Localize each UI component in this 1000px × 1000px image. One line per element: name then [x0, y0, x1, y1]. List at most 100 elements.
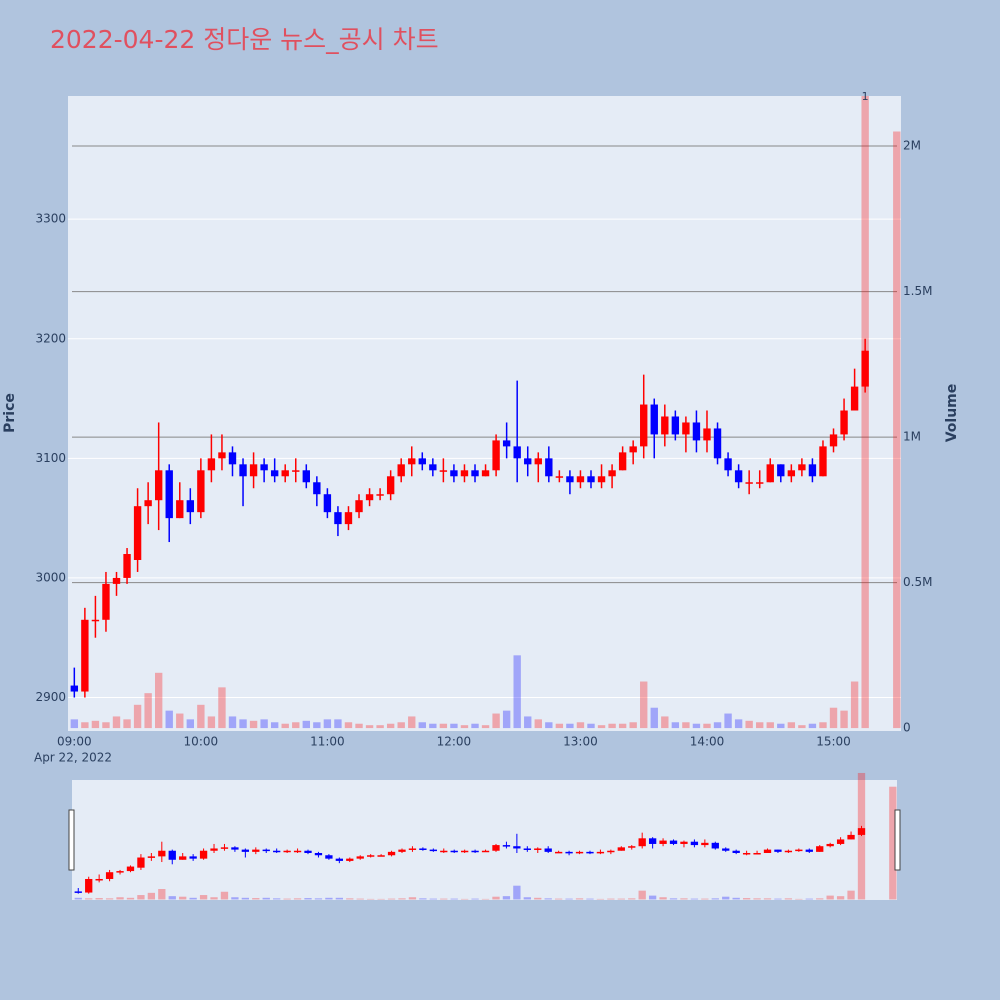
volume-bar — [829, 707, 838, 729]
mini-volume-bar — [669, 898, 678, 900]
mini-volume-bar — [314, 898, 323, 900]
mini-volume-bar — [95, 898, 103, 900]
volume-bar — [260, 719, 268, 729]
mini-candle-body — [85, 878, 93, 893]
mini-volume-bar — [816, 898, 824, 900]
mini-volume-bar — [481, 898, 490, 900]
mini-volume-bar — [429, 898, 437, 900]
mini-candle-body — [273, 850, 281, 853]
mini-volume-bar — [398, 898, 406, 900]
volume-bar — [344, 722, 353, 729]
candle-body — [418, 458, 426, 465]
volume-bar — [154, 672, 163, 729]
mini-candle-body — [262, 849, 270, 852]
mini-candle-body — [126, 866, 135, 872]
candle-body — [355, 500, 363, 513]
candle-body — [81, 619, 89, 692]
mini-candle-body — [742, 852, 751, 855]
candle-body — [365, 494, 374, 501]
x-date-label: Apr 22, 2022 — [34, 751, 112, 765]
mini-candle-body — [231, 847, 239, 850]
mini-candle-body — [607, 850, 615, 853]
mini-candle-body — [732, 850, 740, 853]
volume-bar — [70, 719, 79, 729]
candle-body — [513, 446, 521, 459]
mini-candle-body — [252, 849, 260, 852]
x-tick-label: 10:00 — [184, 735, 219, 749]
volume-bar — [197, 704, 205, 729]
mini-candle-body — [805, 849, 813, 852]
mini-candle-body — [283, 850, 291, 853]
volume-bar — [703, 723, 711, 729]
mini-volume-bar — [105, 898, 114, 900]
y-tick-label: 2900 — [35, 690, 66, 704]
mini-volume-bar — [575, 898, 584, 900]
mini-candle-body — [450, 850, 458, 853]
candle-body — [176, 500, 184, 519]
mini-candle-body — [314, 852, 323, 856]
candle-body — [197, 470, 205, 513]
volume-bar — [618, 723, 627, 729]
candle-body — [555, 476, 564, 478]
candle-body — [713, 428, 722, 459]
mini-volume-bar — [283, 898, 291, 900]
volume-bar — [418, 722, 426, 729]
mini-volume-bar — [440, 898, 448, 900]
mini-volume-bar — [126, 897, 135, 900]
candle-body — [218, 452, 226, 459]
mini-volume-bar — [461, 898, 469, 900]
mini-candle-body — [847, 834, 855, 840]
mini-volume-bar — [554, 898, 563, 900]
y-tick-label: 3100 — [35, 451, 66, 465]
mini-candle-body — [105, 872, 114, 879]
range-slider[interactable] — [72, 780, 897, 900]
volume-bar — [302, 720, 310, 729]
candle-body — [408, 458, 416, 465]
mini-volume-bar — [722, 896, 730, 900]
candle-body — [650, 404, 658, 435]
candle-body — [640, 404, 648, 447]
mini-volume-bar — [523, 897, 531, 900]
mini-volume-bar — [607, 898, 615, 900]
mini-volume-bar — [784, 898, 793, 900]
volume-bar — [587, 723, 595, 729]
candle-body — [576, 476, 585, 483]
candle-body — [91, 619, 100, 622]
mini-candle-body — [836, 839, 845, 844]
mini-volume-bar — [450, 898, 458, 900]
volume-bar — [661, 716, 669, 729]
chart-title: 2022-04-22 정다운 뉴스_공시 차트 — [50, 25, 439, 54]
mini-volume-bar — [252, 898, 260, 900]
candle-body — [334, 512, 342, 525]
mini-candle-body — [596, 851, 605, 854]
mini-volume-bar — [711, 898, 719, 900]
candle-body — [281, 470, 289, 477]
volume-bar — [365, 725, 374, 729]
candle-body — [144, 500, 152, 507]
mini-volume-bar — [534, 897, 542, 900]
candle-body — [777, 464, 785, 477]
mini-volume-bar — [210, 897, 218, 900]
candle-body — [133, 506, 142, 560]
candle-body — [534, 458, 542, 465]
mini-candle-body — [826, 843, 834, 847]
mini-candle-body — [367, 855, 375, 857]
range-handle-right[interactable] — [894, 809, 901, 871]
mini-candle-body — [471, 850, 479, 853]
mini-candle-body — [335, 858, 343, 861]
mini-candle-body — [659, 840, 667, 844]
x-tick-label: 12:00 — [437, 735, 472, 749]
range-handle-left[interactable] — [68, 809, 75, 871]
y2-tick-label: 2M — [903, 139, 921, 153]
mini-candle-body — [398, 849, 406, 852]
mini-volume-bar — [502, 896, 511, 900]
mini-candle-body — [481, 850, 490, 853]
mini-volume-bar — [638, 890, 646, 900]
mini-candle-body — [356, 856, 364, 859]
mini-candle-body — [440, 850, 448, 853]
volume-bar — [355, 723, 363, 729]
mini-candle-body — [419, 848, 427, 850]
x-tick-label: 11:00 — [310, 735, 345, 749]
volume-bar — [91, 720, 100, 729]
